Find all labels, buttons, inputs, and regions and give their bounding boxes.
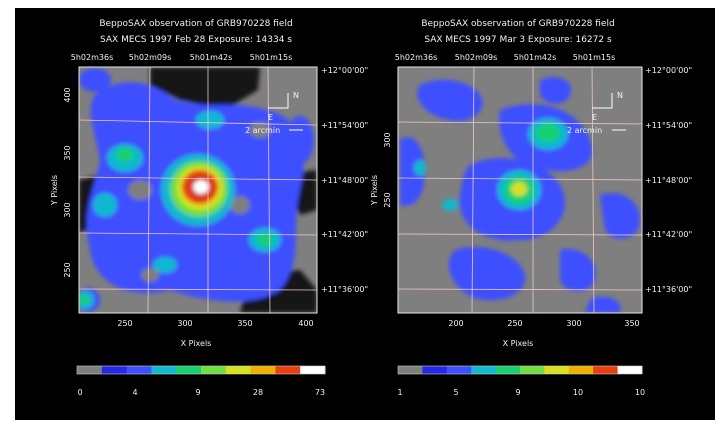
colorbar-label: 4 (132, 388, 137, 397)
colorbar-frame (397, 365, 643, 375)
colorbar-swatch (568, 366, 594, 374)
colorbar-swatch (201, 366, 227, 374)
colorbar-swatch (275, 366, 301, 374)
y-axis-label: Y Pixels (370, 175, 379, 206)
ra-tick-label: 5h02m36s (395, 53, 437, 62)
colorbar-swatch (422, 366, 448, 374)
colorbar-swatch (495, 366, 521, 374)
compass-indicator (268, 93, 289, 109)
x-axis-label: X Pixels (181, 339, 212, 348)
colorbar-swatch (617, 366, 643, 374)
x-tick-label: 350 (624, 319, 639, 328)
colorbar-swatch (300, 366, 326, 374)
y-tick-label: 250 (383, 192, 392, 207)
ra-tick-label: 5h01m42s (190, 53, 232, 62)
colorbar-swatch (398, 366, 423, 374)
y-tick-label: 250 (63, 262, 72, 277)
x-tick-label: 250 (117, 319, 132, 328)
colorbar-label: 10 (635, 388, 645, 397)
colorbar-swatch (446, 366, 472, 374)
x-tick-label: 300 (566, 319, 581, 328)
colorbar-label: 73 (315, 388, 325, 397)
dec-tick-label: +12°00'00" (321, 66, 368, 75)
colorbar-swatch (471, 366, 497, 374)
sky-image-feb28 (79, 67, 317, 313)
colorbar (76, 365, 326, 375)
colorbar-swatch (101, 366, 128, 374)
colorbar-label: 5 (453, 388, 458, 397)
dec-tick-label: +11°54'00" (645, 121, 692, 130)
colorbar-swatch (593, 366, 619, 374)
ra-tick-label: 5h01m15s (573, 53, 615, 62)
y-tick-label: 300 (63, 202, 72, 217)
colorbar-swatch (544, 366, 570, 374)
colorbar-label: 28 (253, 388, 263, 397)
y-axis-label: Y Pixels (50, 175, 59, 206)
x-tick-label: 300 (177, 319, 192, 328)
dec-tick-label: +11°42'00" (645, 230, 692, 239)
panel-title-line1: BeppoSAX observation of GRB970228 field (99, 19, 292, 29)
dec-tick-label: +11°36'00" (645, 285, 692, 294)
x-tick-label: 400 (298, 319, 313, 328)
y-tick-label: 350 (63, 145, 72, 160)
x-tick-label: 350 (237, 319, 252, 328)
ra-tick-label: 5h01m42s (514, 53, 556, 62)
compass-east-label: E (592, 113, 597, 122)
colorbar-label: 9 (515, 388, 520, 397)
colorbar-label: 0 (77, 388, 82, 397)
sky-image-mar03 (398, 67, 642, 313)
y-tick-label: 400 (63, 87, 72, 102)
scale-bar-label: 2 arcmin (567, 126, 602, 135)
colorbar-swatch (250, 366, 276, 374)
y-tick-label: 300 (383, 132, 392, 147)
colorbar-swatch (176, 366, 202, 374)
colorbar-label: 9 (195, 388, 200, 397)
image-frame (78, 66, 318, 314)
panel-title-line2: SAX MECS 1997 Feb 28 Exposure: 14334 s (100, 35, 292, 45)
compass-north-label: N (617, 91, 623, 100)
image-frame (397, 66, 643, 314)
compass-north-label: N (293, 91, 299, 100)
ra-tick-label: 5h02m09s (129, 53, 171, 62)
colorbar-swatch (151, 366, 177, 374)
ra-tick-label: 5h02m09s (455, 53, 497, 62)
ra-tick-label: 5h02m36s (71, 53, 113, 62)
scale-bar-label: 2 arcmin (245, 126, 280, 135)
colorbar-label: 1 (397, 388, 402, 397)
colorbar-label: 10 (573, 388, 583, 397)
colorbar-frame (76, 365, 326, 375)
x-tick-label: 250 (507, 319, 522, 328)
panel-title-line1: BeppoSAX observation of GRB970228 field (421, 19, 614, 29)
dec-tick-label: +12°00'00" (645, 66, 692, 75)
panel-mar03: BeppoSAX observation of GRB970228 field … (370, 19, 692, 397)
colorbar-swatch (126, 366, 152, 374)
dec-tick-label: +11°54'00" (321, 121, 368, 130)
x-tick-label: 200 (448, 319, 463, 328)
dec-tick-label: +11°42'00" (321, 230, 368, 239)
colorbar (397, 365, 643, 375)
compass-indicator (592, 93, 613, 109)
colorbar-swatch (225, 366, 252, 374)
dec-tick-label: +11°48'00" (321, 176, 368, 185)
panel-feb28: BeppoSAX observation of GRB970228 field … (50, 19, 368, 397)
dec-tick-label: +11°48'00" (645, 176, 692, 185)
x-axis-label: X Pixels (503, 339, 534, 348)
colorbar-swatch (77, 366, 103, 374)
panel-title-line2: SAX MECS 1997 Mar 3 Exposure: 16272 s (424, 35, 612, 45)
compass-east-label: E (268, 113, 273, 122)
dec-tick-label: +11°36'00" (321, 285, 368, 294)
colorbar-swatch (520, 366, 545, 374)
ra-tick-label: 5h01m15s (250, 53, 292, 62)
